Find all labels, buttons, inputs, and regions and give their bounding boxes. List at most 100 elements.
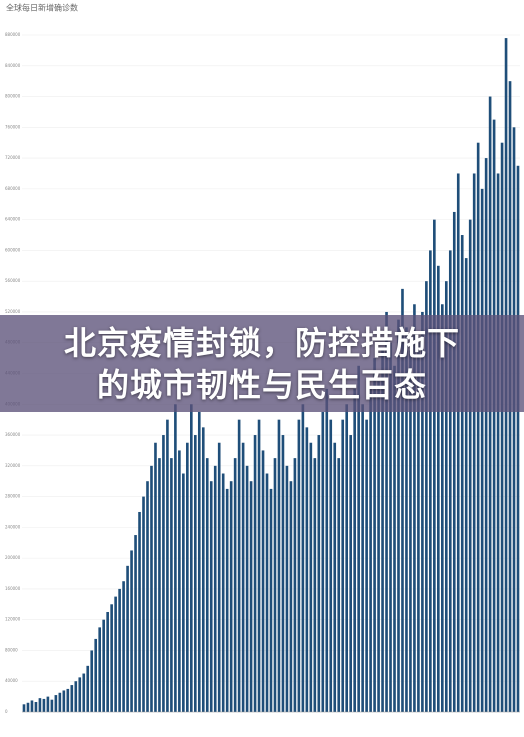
bar: [126, 565, 129, 712]
bar: [349, 435, 352, 712]
bar: [429, 250, 432, 712]
bar: [321, 411, 325, 712]
bar: [70, 685, 74, 712]
bar: [421, 311, 424, 712]
bar: [444, 281, 448, 712]
bar: [512, 127, 516, 713]
bar: [373, 358, 376, 712]
bar: [377, 381, 380, 712]
bar: [257, 419, 261, 712]
bar: [365, 419, 368, 712]
y-tick-label: 120000: [5, 617, 21, 622]
bar: [46, 696, 50, 712]
bar: [289, 481, 293, 712]
bar: [261, 450, 265, 712]
bar: [516, 165, 520, 713]
bar: [500, 142, 504, 713]
bar: [440, 304, 444, 712]
y-tick-label: 40000: [5, 678, 18, 683]
bar: [82, 673, 86, 712]
bar: [293, 458, 297, 712]
bar: [102, 619, 105, 712]
bar: [401, 288, 404, 712]
bar: [285, 465, 289, 712]
bar: [197, 411, 201, 712]
y-tick-label: 200000: [5, 555, 21, 560]
bar: [492, 119, 496, 712]
bar: [182, 473, 185, 712]
y-tick-label: 600000: [5, 247, 21, 252]
bar: [329, 419, 333, 712]
bar: [301, 404, 305, 712]
y-tick-label: 520000: [5, 309, 21, 314]
bar: [221, 473, 225, 712]
bar: [476, 142, 480, 713]
bar: [54, 695, 58, 712]
bar: [38, 698, 42, 712]
bar: [150, 465, 153, 712]
bar: [122, 581, 125, 712]
bar: [237, 419, 241, 712]
bar: [166, 419, 169, 712]
bar: [58, 692, 62, 712]
bar: [325, 388, 329, 712]
bar: [297, 419, 301, 712]
bar: [249, 481, 253, 712]
bar: [201, 427, 205, 712]
bar: [106, 611, 109, 712]
y-tick-label: 880000: [5, 32, 21, 37]
y-tick-label: 640000: [5, 217, 21, 222]
bar: [345, 404, 349, 712]
bar: [233, 458, 237, 712]
bar: [405, 327, 408, 712]
bar: [413, 304, 416, 712]
bar: [385, 311, 388, 712]
bar: [186, 442, 189, 712]
y-tick-label: 720000: [5, 155, 21, 160]
bar: [265, 473, 269, 712]
bar: [217, 442, 221, 712]
bar: [437, 265, 440, 712]
bar: [174, 404, 177, 712]
bar: [409, 350, 412, 712]
bar: [62, 690, 66, 712]
bar: [452, 211, 456, 712]
bar: [130, 550, 133, 712]
bar: [313, 458, 317, 712]
bar: [190, 404, 193, 712]
bar: [460, 235, 464, 713]
y-tick-label: 240000: [5, 524, 21, 529]
bar: [205, 458, 209, 712]
bar: [472, 173, 476, 712]
bar: [158, 458, 161, 712]
bar: [26, 702, 30, 712]
y-tick-label: 560000: [5, 278, 21, 283]
y-tick-label: 760000: [5, 124, 21, 129]
bar: [245, 465, 249, 712]
y-tick-label: 280000: [5, 494, 21, 499]
bar: [341, 419, 345, 712]
bar: [86, 665, 90, 712]
y-tick-label: 160000: [5, 586, 21, 591]
bar: [30, 700, 34, 712]
bar: [357, 365, 360, 712]
bar: [94, 638, 98, 712]
bar: [317, 435, 321, 712]
y-tick-label: 360000: [5, 432, 21, 437]
bar: [138, 511, 141, 712]
bar: [118, 588, 121, 712]
bar: [50, 699, 54, 712]
bar: [66, 688, 70, 712]
bar: [468, 219, 472, 713]
y-tick-label: 680000: [5, 186, 21, 191]
bar: [309, 442, 313, 712]
bar: [34, 701, 38, 712]
bar: [22, 704, 26, 712]
bar: [213, 465, 217, 712]
bar: [162, 435, 165, 712]
bar: [253, 435, 257, 712]
bar: [389, 342, 392, 712]
bar: [110, 604, 113, 712]
bar: [273, 458, 277, 712]
bar: [178, 450, 181, 712]
